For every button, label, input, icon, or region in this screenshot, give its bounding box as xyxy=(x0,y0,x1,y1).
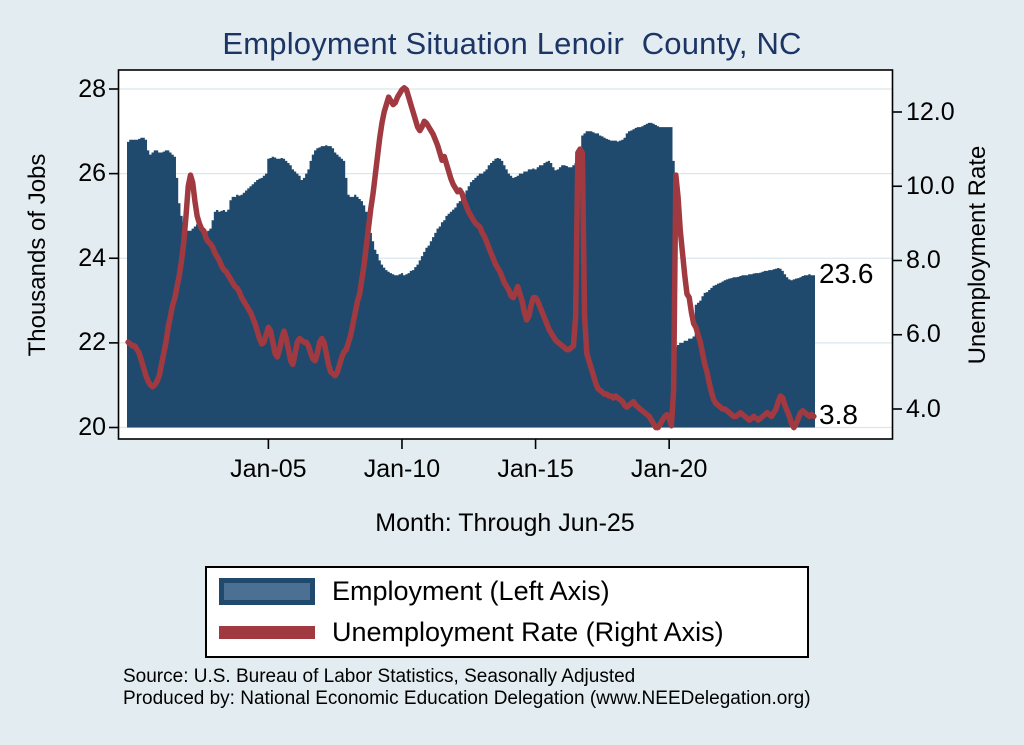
employment-bar-swatch xyxy=(219,578,315,605)
right-tick-label: 10.0 xyxy=(906,171,955,200)
x-tick-label: Jan-05 xyxy=(230,455,307,483)
unemployment-line xyxy=(125,85,817,431)
plot-frame xyxy=(117,69,894,440)
unemployment-line-swatch xyxy=(219,626,315,639)
unemployment-end-value-label: 3.8 xyxy=(819,399,858,431)
source-note: Source: U.S. Bureau of Labor Statistics,… xyxy=(123,666,983,710)
x-tick-label: Jan-10 xyxy=(363,455,441,483)
x-axis-caption: Month: Through Jun-25 xyxy=(375,509,635,537)
left-tick-label: 28 xyxy=(78,74,106,103)
x-tick-label: Jan-20 xyxy=(630,455,708,483)
right-tick-label: 12.0 xyxy=(906,97,955,126)
legend-box: Employment (Left Axis) Unemployment Rate… xyxy=(205,566,809,658)
employment-end-value-label: 23.6 xyxy=(819,258,874,290)
left-tick-label: 26 xyxy=(78,159,106,188)
legend-label-unemployment: Unemployment Rate (Right Axis) xyxy=(332,617,724,647)
unemployment-line-path xyxy=(125,85,817,431)
legend-item-employment: Employment (Left Axis) xyxy=(219,576,807,607)
right-tick-label: 6.0 xyxy=(906,320,941,349)
left-tick-label: 24 xyxy=(78,243,106,272)
right-tick-label: 4.0 xyxy=(906,394,941,423)
employment-bars-shape xyxy=(127,122,815,428)
source-line-2: Produced by: National Economic Education… xyxy=(123,688,811,709)
left-tick-label: 22 xyxy=(78,328,106,357)
axis-tick-marks xyxy=(109,88,902,449)
left-tick-label: 20 xyxy=(78,413,106,441)
employment-bars xyxy=(127,122,815,428)
chart-title: Employment Situation Lenoir County, NC xyxy=(222,26,802,61)
legend-label-employment: Employment (Left Axis) xyxy=(332,576,610,606)
right-tick-label: 8.0 xyxy=(906,246,941,274)
x-tick-label: Jan-15 xyxy=(497,455,574,483)
legend-item-unemployment: Unemployment Rate (Right Axis) xyxy=(219,617,807,648)
source-line-1: Source: U.S. Bureau of Labor Statistics,… xyxy=(123,666,636,687)
